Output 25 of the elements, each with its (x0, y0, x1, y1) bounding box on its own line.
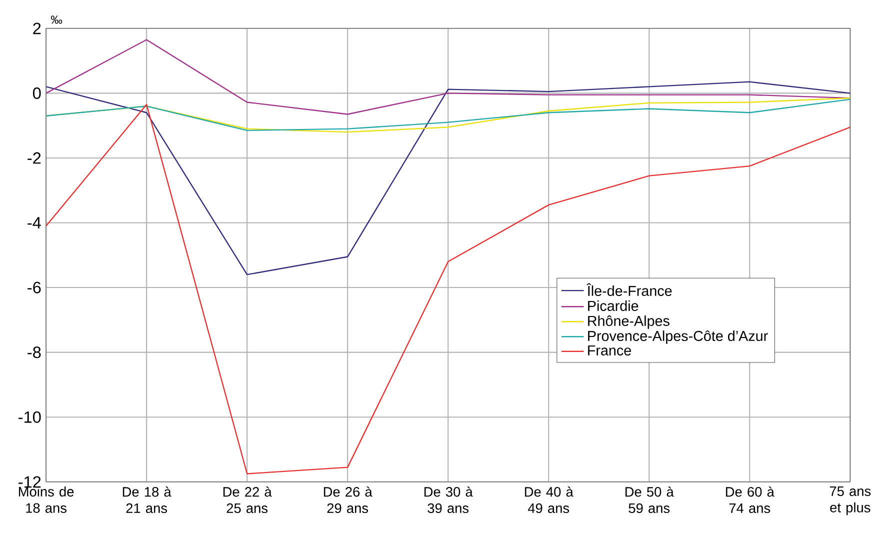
x-tick-label: De 60 à 74 ans (726, 486, 774, 514)
legend-label: Picardie (588, 300, 638, 312)
y-tick-label: 0 (32, 88, 41, 100)
y-tick-label: -4 (28, 217, 41, 228)
x-tick-label: De 40 à 49 ans (524, 486, 574, 514)
line-series (46, 104, 850, 474)
y-tick-label: -10 (18, 411, 41, 424)
x-tick-label: De 26 à 29 ans (324, 486, 372, 514)
x-tick-label: 75 ans et plus (830, 486, 871, 516)
y-axis-title: ‰ (50, 16, 62, 24)
legend-label: France (588, 346, 631, 356)
legend-label: Provence-Alpes-Côte d’Azur (588, 330, 768, 344)
x-tick-label: Moins de 18 ans (18, 486, 74, 514)
legend-label: Rhône-Alpes (588, 316, 670, 329)
y-tick-label: -8 (28, 346, 41, 358)
line-series (46, 81, 850, 276)
x-tick-label: De 50 à 59 ans (625, 486, 674, 514)
y-tick-label: -12 (18, 476, 41, 488)
y-tick-label: -6 (28, 282, 41, 294)
x-tick-label: De 22 à 25 ans (223, 486, 272, 514)
y-tick-label: -2 (28, 152, 41, 164)
x-tick-label: De 30 à 39 ans (424, 486, 473, 514)
x-tick-label: De 18 à 21 ans (122, 486, 172, 514)
y-tick-label: 2 (33, 22, 41, 34)
legend-label: Île-de-France (586, 283, 672, 296)
